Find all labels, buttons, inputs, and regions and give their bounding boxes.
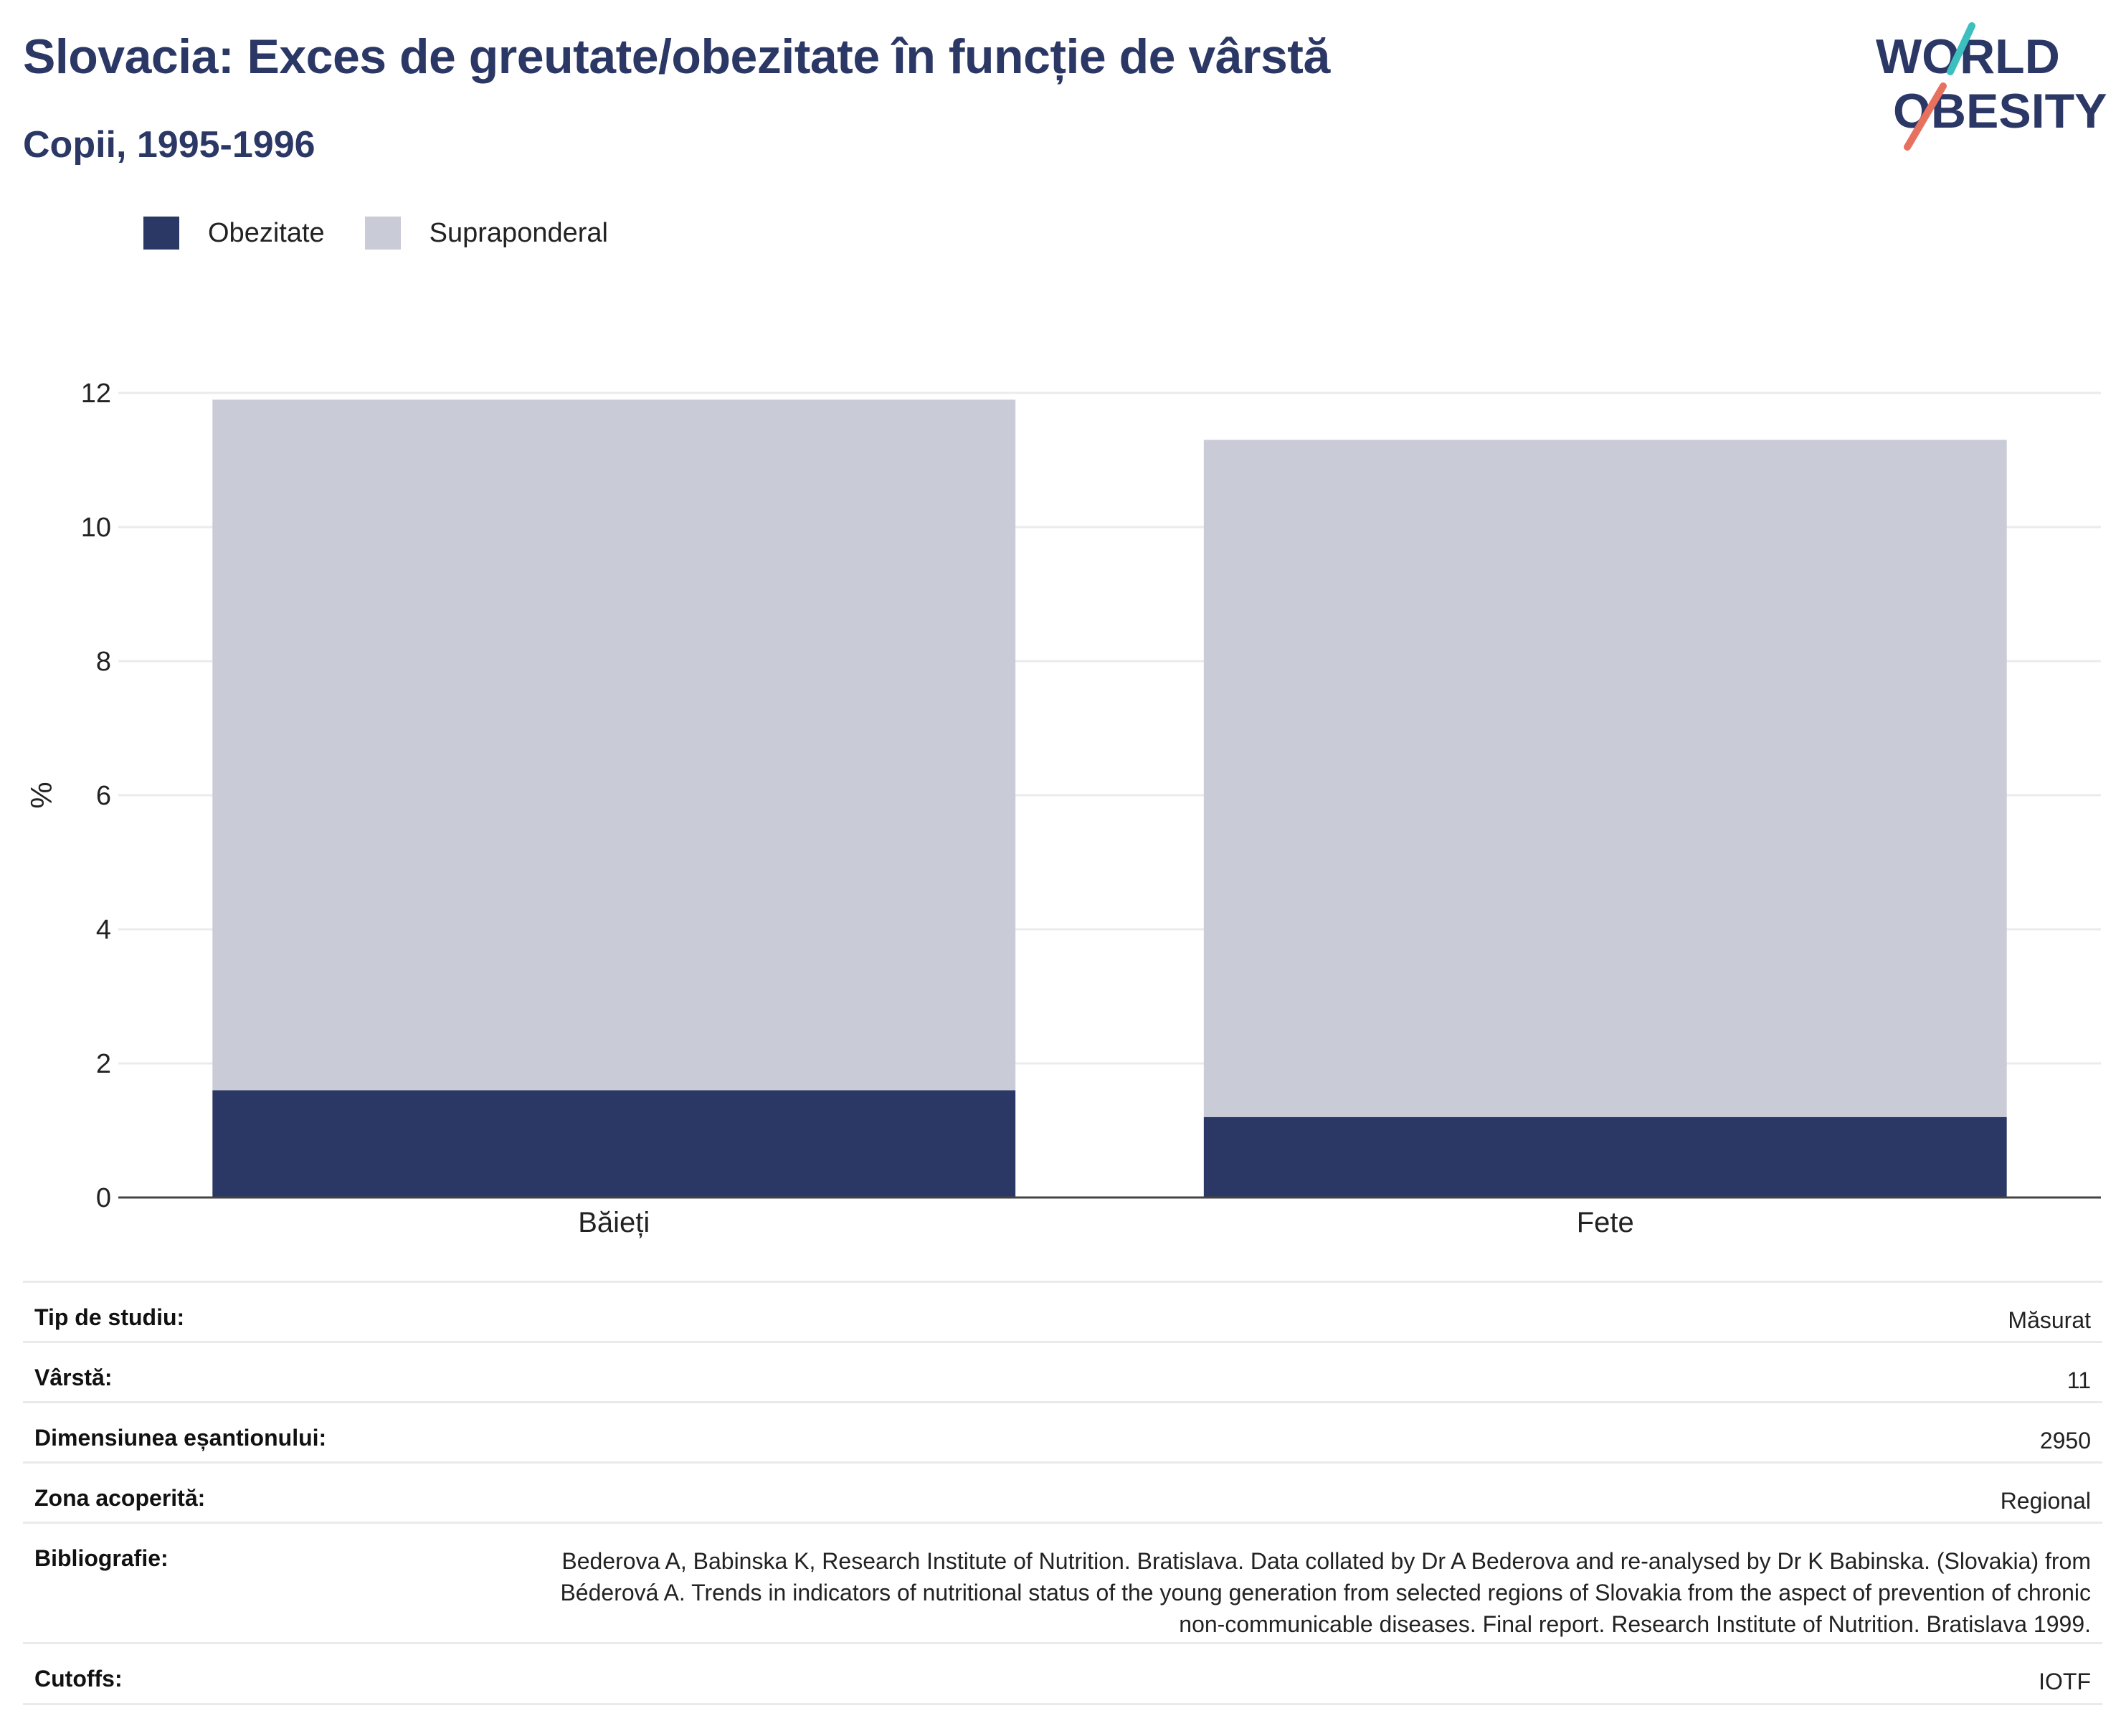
legend-label-overweight: Supraponderal bbox=[429, 217, 608, 248]
info-value: 11 bbox=[2067, 1367, 2091, 1393]
logo-slash-coral bbox=[1904, 82, 1947, 151]
info-label: Vârstă: bbox=[34, 1365, 113, 1390]
info-value: Regional bbox=[2000, 1488, 2091, 1514]
logo-slash-teal bbox=[1947, 22, 1975, 75]
legend-swatch-obesity bbox=[143, 217, 179, 250]
info-value: IOTF bbox=[2039, 1669, 2091, 1694]
info-row-bibliography: Bibliografie: Bederova A, Babinska K, Re… bbox=[23, 1522, 2102, 1642]
info-row-area: Zona acoperită: Regional bbox=[23, 1461, 2102, 1522]
y-tick-label: 12 bbox=[81, 379, 111, 409]
x-tick-label: Băieți bbox=[578, 1207, 650, 1238]
bar-overweight-1 bbox=[1203, 440, 2007, 1117]
info-label: Bibliografie: bbox=[34, 1545, 169, 1571]
page-subtitle: Copii, 1995-1996 bbox=[23, 124, 315, 166]
chart-legend: Obezitate Supraponderal bbox=[143, 215, 648, 251]
info-row-cutoffs: Cutoffs: IOTF bbox=[23, 1642, 2102, 1705]
bar-overweight-0 bbox=[212, 399, 1016, 1091]
y-tick-label: 6 bbox=[96, 781, 111, 811]
y-tick-label: 10 bbox=[81, 513, 111, 543]
legend-item-overweight[interactable]: Supraponderal bbox=[364, 217, 608, 250]
info-row-sample-size: Dimensiunea eșantionului: 2950 bbox=[23, 1401, 2102, 1461]
info-label: Dimensiunea eșantionului: bbox=[34, 1425, 327, 1451]
info-row-study-type: Tip de studiu: Măsurat bbox=[23, 1281, 2102, 1341]
legend-item-obesity[interactable]: Obezitate bbox=[143, 217, 325, 250]
study-info-table: Tip de studiu: Măsurat Vârstă: 11 Dimens… bbox=[23, 1281, 2102, 1705]
info-label: Zona acoperită: bbox=[34, 1485, 206, 1511]
info-row-age: Vârstă: 11 bbox=[23, 1341, 2102, 1401]
y-tick-label: 0 bbox=[96, 1183, 111, 1213]
bar-obesity-0 bbox=[212, 1090, 1016, 1197]
stacked-bar-chart: 0 2 4 6 8 10 12% Băieți Fete bbox=[24, 379, 2101, 1238]
info-value: 2950 bbox=[2039, 1428, 2091, 1453]
y-axis-label: % bbox=[24, 782, 58, 808]
legend-swatch-overweight bbox=[364, 217, 401, 250]
info-value: Bederova A, Babinska K, Research Institu… bbox=[560, 1548, 2091, 1637]
legend-label-obesity: Obezitate bbox=[208, 217, 325, 248]
world-obesity-logo: WORLD OBESITY bbox=[1876, 22, 2107, 151]
y-tick-label: 2 bbox=[96, 1049, 111, 1079]
info-label: Cutoffs: bbox=[34, 1666, 123, 1692]
y-tick-label: 4 bbox=[96, 915, 111, 945]
page-title: Slovacia: Exces de greutate/obezitate în… bbox=[23, 29, 1330, 84]
x-tick-label: Fete bbox=[1577, 1207, 1634, 1238]
bar-obesity-1 bbox=[1203, 1116, 2007, 1197]
info-label: Tip de studiu: bbox=[34, 1304, 185, 1330]
info-value: Măsurat bbox=[2008, 1307, 2091, 1333]
y-tick-label: 8 bbox=[96, 647, 111, 677]
